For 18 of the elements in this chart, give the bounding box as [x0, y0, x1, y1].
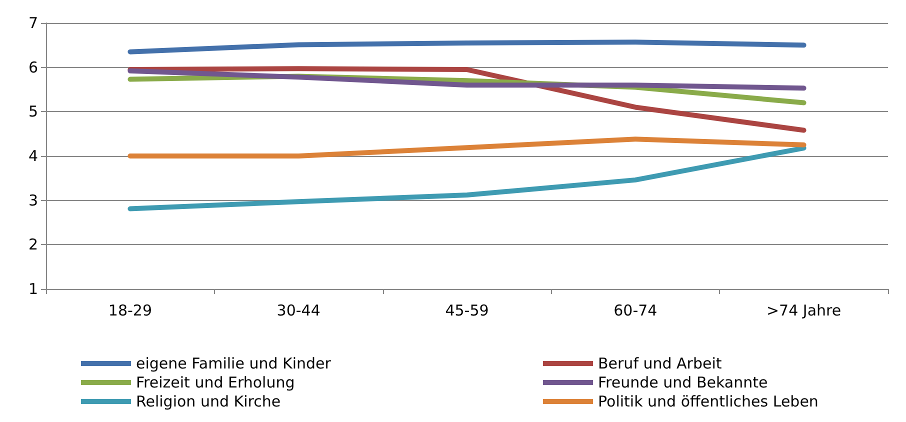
legend-label: Religion und Kirche: [136, 392, 281, 410]
y-tick-label: 6: [28, 58, 38, 76]
x-tick-label: >74 Jahre: [766, 302, 842, 320]
legend-label: Freunde und Bekannte: [598, 374, 768, 392]
x-tick-label: 18-29: [108, 302, 152, 320]
legend-label: Beruf und Arbeit: [598, 354, 722, 372]
y-tick-label: 7: [28, 14, 38, 32]
y-tick-label: 2: [28, 236, 38, 254]
y-tick-label: 3: [28, 191, 38, 210]
x-tick-label: 30-44: [276, 302, 320, 320]
legend-label: Politik und öffentliches Leben: [598, 392, 818, 410]
legend-label: Freizeit und Erholung: [136, 374, 295, 392]
y-tick-label: 1: [28, 280, 38, 298]
x-tick-label: 45-59: [445, 302, 489, 320]
x-tick-label: 60-74: [614, 302, 658, 320]
legend-label: eigene Familie und Kinder: [136, 354, 332, 372]
y-tick-label: 4: [28, 147, 38, 165]
y-tick-label: 5: [28, 102, 38, 121]
